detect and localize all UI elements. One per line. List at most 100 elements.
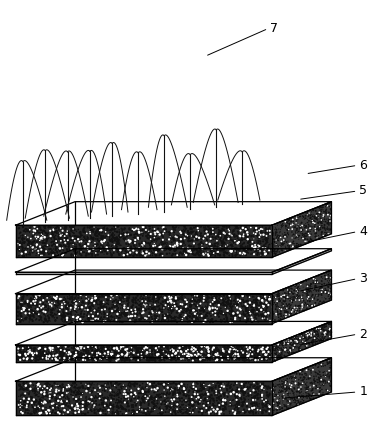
Point xyxy=(250,354,256,361)
Point xyxy=(181,230,186,236)
Point xyxy=(302,374,308,381)
Point xyxy=(95,305,101,311)
Point xyxy=(31,294,37,301)
Point xyxy=(44,309,50,316)
Point xyxy=(207,345,213,352)
Point xyxy=(205,345,211,352)
Point xyxy=(39,406,45,413)
Point xyxy=(154,345,160,352)
Point xyxy=(107,309,113,316)
Point xyxy=(311,333,317,340)
Point xyxy=(111,350,117,357)
Point xyxy=(39,399,45,406)
Point xyxy=(293,310,299,317)
Point xyxy=(239,403,245,410)
Point xyxy=(245,344,251,350)
Point xyxy=(267,312,273,319)
Point xyxy=(119,399,125,406)
Point xyxy=(94,228,100,235)
Point xyxy=(214,311,220,318)
Point xyxy=(156,314,162,320)
Point xyxy=(185,350,191,357)
Point xyxy=(153,293,159,300)
Point xyxy=(254,292,260,299)
Point xyxy=(195,394,201,401)
Point xyxy=(81,299,87,306)
Point xyxy=(304,336,310,343)
Point xyxy=(254,242,260,249)
Point xyxy=(26,308,32,314)
Point xyxy=(150,401,156,408)
Point xyxy=(277,406,283,413)
Point xyxy=(30,298,36,305)
Point xyxy=(192,344,198,351)
Point xyxy=(308,331,314,338)
Point xyxy=(47,385,53,392)
Point xyxy=(213,248,219,255)
Point xyxy=(313,340,319,347)
Point xyxy=(28,302,34,309)
Point xyxy=(311,218,317,225)
Point xyxy=(177,236,183,242)
Point xyxy=(230,353,236,360)
Point xyxy=(120,345,126,352)
Point xyxy=(54,297,60,304)
Point xyxy=(95,380,101,387)
Point xyxy=(266,241,272,248)
Point xyxy=(57,242,63,249)
Point xyxy=(280,302,286,309)
Point xyxy=(251,240,257,247)
Point xyxy=(22,310,28,317)
Point xyxy=(162,314,168,321)
Point xyxy=(284,405,290,412)
Point xyxy=(279,231,285,238)
Point xyxy=(275,232,281,239)
Point xyxy=(140,295,146,302)
Point xyxy=(226,310,232,317)
Point xyxy=(282,309,288,316)
Point xyxy=(222,224,228,231)
Point xyxy=(230,347,236,354)
Point xyxy=(216,400,222,407)
Point xyxy=(177,308,183,315)
Point xyxy=(222,292,228,299)
Point xyxy=(289,395,295,402)
Point xyxy=(155,388,161,395)
Point xyxy=(235,403,241,410)
Point xyxy=(275,341,281,348)
Point xyxy=(206,411,212,417)
Point xyxy=(306,277,312,284)
Point xyxy=(273,345,279,352)
Point xyxy=(201,353,207,360)
Point xyxy=(38,295,44,302)
Point xyxy=(134,357,140,364)
Point xyxy=(124,353,130,360)
Point xyxy=(315,332,321,339)
Point xyxy=(103,385,109,392)
Point xyxy=(171,242,177,248)
Point xyxy=(125,382,131,389)
Point xyxy=(160,230,166,236)
Point xyxy=(316,390,322,397)
Point xyxy=(139,344,145,351)
Point xyxy=(91,245,97,252)
Point xyxy=(59,224,65,231)
Point xyxy=(296,214,302,221)
Point xyxy=(204,226,210,233)
Point xyxy=(251,357,257,364)
Point xyxy=(79,390,85,397)
Point xyxy=(34,408,40,415)
Point xyxy=(26,302,32,309)
Point xyxy=(298,399,304,405)
Point xyxy=(66,229,72,236)
Point xyxy=(258,226,264,233)
Point xyxy=(125,242,131,248)
Point xyxy=(214,232,220,239)
Point xyxy=(27,343,33,350)
Point xyxy=(73,400,79,407)
Point xyxy=(262,308,268,315)
Polygon shape xyxy=(272,321,332,362)
Point xyxy=(74,249,80,256)
Point xyxy=(70,411,76,417)
Point xyxy=(34,385,40,392)
